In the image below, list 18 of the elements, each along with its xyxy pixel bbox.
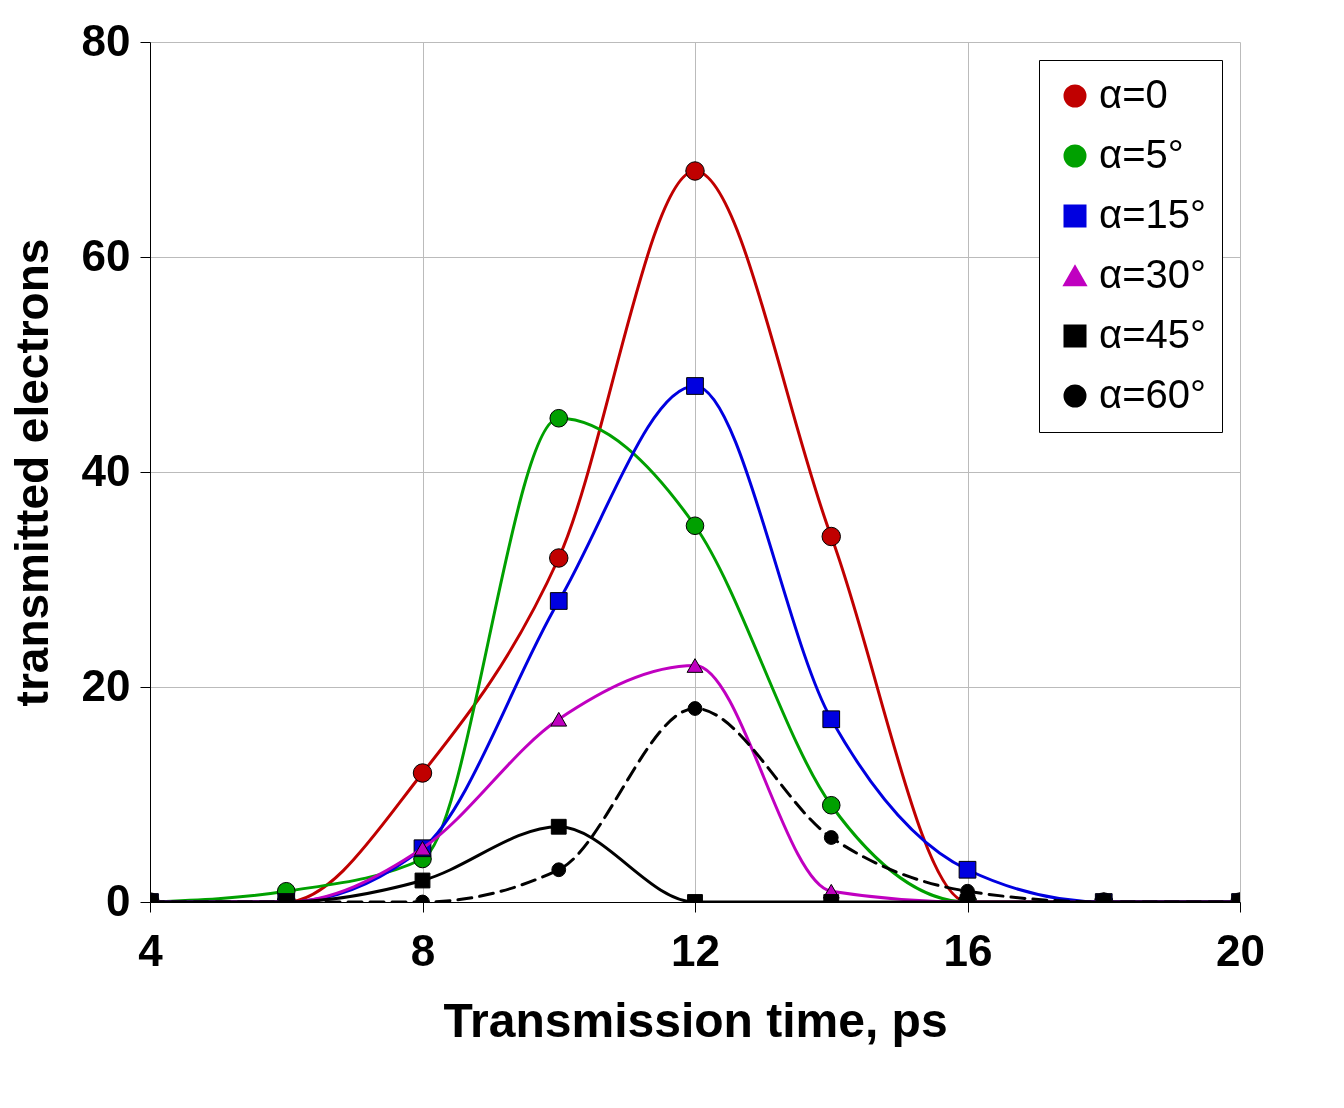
x-axis-title: Transmission time, ps	[443, 993, 948, 1047]
x-tick-label: 20	[1216, 925, 1265, 975]
legend-label: α=60°	[1099, 372, 1206, 416]
x-tick-label: 16	[943, 925, 993, 975]
y-axis-title: transmitted electrons	[5, 238, 58, 707]
legend-label: α=45°	[1099, 312, 1206, 356]
legend-label: α=0	[1099, 72, 1168, 116]
x-tick-label: 8	[410, 925, 436, 975]
y-tick-label: 0	[106, 875, 131, 925]
legend-label: α=30°	[1099, 252, 1206, 296]
y-tick-label: 80	[81, 15, 131, 65]
legend-label: α=15°	[1099, 192, 1206, 236]
y-tick-label: 40	[81, 445, 131, 495]
y-tick-label: 60	[81, 230, 131, 280]
x-tick-label: 4	[138, 925, 164, 975]
x-tick-label: 12	[671, 925, 720, 975]
y-tick-label: 20	[81, 660, 131, 710]
legend-label: α=5°	[1099, 132, 1184, 176]
